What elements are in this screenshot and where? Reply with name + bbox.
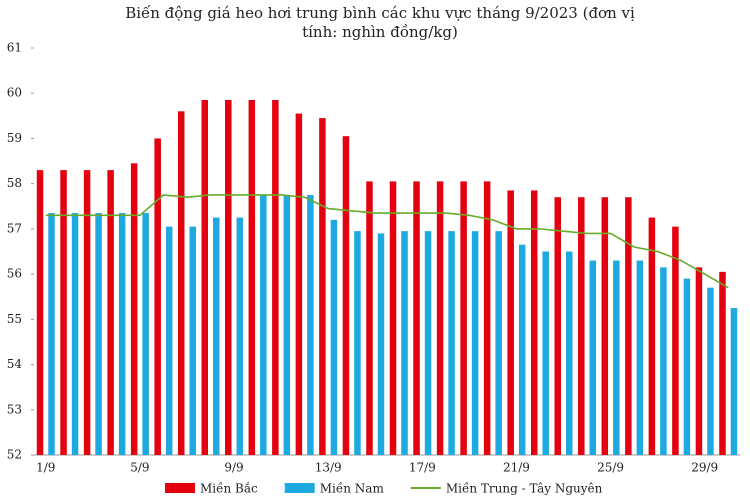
x-tick-label: 17/9 bbox=[409, 461, 436, 475]
legend-label: Miền Bắc bbox=[200, 481, 258, 496]
bar bbox=[307, 194, 314, 455]
legend-label: Miền Trung - Tây Nguyên bbox=[446, 481, 603, 496]
bar bbox=[389, 181, 397, 455]
bar bbox=[413, 181, 420, 455]
bar bbox=[260, 194, 267, 455]
bar bbox=[272, 100, 279, 455]
legend-label: Miền Nam bbox=[320, 481, 385, 496]
bar bbox=[71, 213, 79, 455]
bar bbox=[60, 170, 67, 455]
bar bbox=[83, 170, 91, 455]
bar bbox=[601, 197, 609, 455]
bar bbox=[201, 100, 208, 455]
y-tick-label: 58 bbox=[7, 176, 22, 190]
bar bbox=[625, 197, 632, 455]
y-tick-label: 60 bbox=[7, 86, 22, 100]
bar bbox=[154, 138, 161, 455]
bar bbox=[342, 136, 350, 455]
bar bbox=[283, 194, 291, 455]
bar bbox=[236, 217, 244, 455]
bar bbox=[672, 226, 679, 455]
bar bbox=[636, 260, 644, 455]
bar bbox=[295, 113, 303, 456]
bar bbox=[424, 231, 432, 455]
bar bbox=[518, 244, 526, 455]
legend-swatch bbox=[165, 483, 195, 493]
x-tick-label: 21/9 bbox=[503, 461, 530, 475]
y-tick-label: 55 bbox=[7, 312, 22, 326]
bar bbox=[177, 111, 185, 456]
y-tick-label: 59 bbox=[7, 131, 22, 145]
bar bbox=[448, 231, 455, 455]
bar bbox=[354, 231, 361, 455]
bar bbox=[107, 170, 114, 455]
x-tick-label: 9/9 bbox=[224, 461, 243, 475]
bar bbox=[213, 217, 220, 455]
x-tick-label: 13/9 bbox=[315, 461, 342, 475]
bar bbox=[719, 271, 726, 455]
x-tick-label: 5/9 bbox=[130, 461, 149, 475]
bar bbox=[507, 190, 514, 455]
bar bbox=[165, 226, 173, 455]
bar bbox=[36, 170, 44, 455]
bar bbox=[695, 267, 703, 455]
line bbox=[45, 194, 729, 289]
chart-title: Biến động giá heo hơi trung bình các khu… bbox=[125, 4, 635, 22]
y-tick-label: 56 bbox=[7, 267, 22, 281]
x-tick-label: 29/9 bbox=[691, 461, 718, 475]
y-tick-label: 54 bbox=[7, 357, 23, 371]
bar bbox=[495, 231, 502, 455]
bar bbox=[707, 287, 714, 455]
bar bbox=[660, 267, 667, 455]
bar bbox=[542, 251, 549, 455]
bar bbox=[566, 251, 573, 455]
bar bbox=[530, 190, 538, 455]
y-tick-label: 57 bbox=[7, 221, 22, 235]
bar bbox=[471, 231, 479, 455]
bar bbox=[366, 181, 373, 455]
bar bbox=[683, 278, 691, 455]
bar bbox=[613, 260, 620, 455]
bar bbox=[460, 181, 467, 455]
bar bbox=[142, 213, 149, 455]
bar bbox=[95, 213, 102, 455]
bar bbox=[319, 118, 326, 455]
bar bbox=[377, 233, 385, 455]
y-tick-label: 52 bbox=[7, 448, 22, 462]
bar bbox=[118, 213, 126, 455]
bar bbox=[589, 260, 597, 455]
bar bbox=[401, 231, 408, 455]
chart-subtitle: tính: nghìn đồng/kg) bbox=[302, 23, 458, 41]
bar bbox=[130, 163, 138, 456]
y-tick-label: 61 bbox=[7, 41, 22, 55]
bar bbox=[648, 217, 656, 455]
bar bbox=[248, 100, 256, 455]
x-tick-label: 1/9 bbox=[36, 461, 55, 475]
x-tick-label: 25/9 bbox=[597, 461, 624, 475]
bar bbox=[189, 226, 196, 455]
bar bbox=[225, 100, 232, 455]
bar bbox=[554, 197, 561, 455]
bar bbox=[330, 219, 338, 455]
bar bbox=[730, 308, 738, 455]
legend-swatch bbox=[284, 483, 315, 493]
y-tick-label: 53 bbox=[7, 402, 22, 416]
bar bbox=[48, 213, 55, 455]
bar bbox=[578, 197, 585, 455]
bar bbox=[436, 181, 444, 455]
bar bbox=[483, 181, 491, 455]
